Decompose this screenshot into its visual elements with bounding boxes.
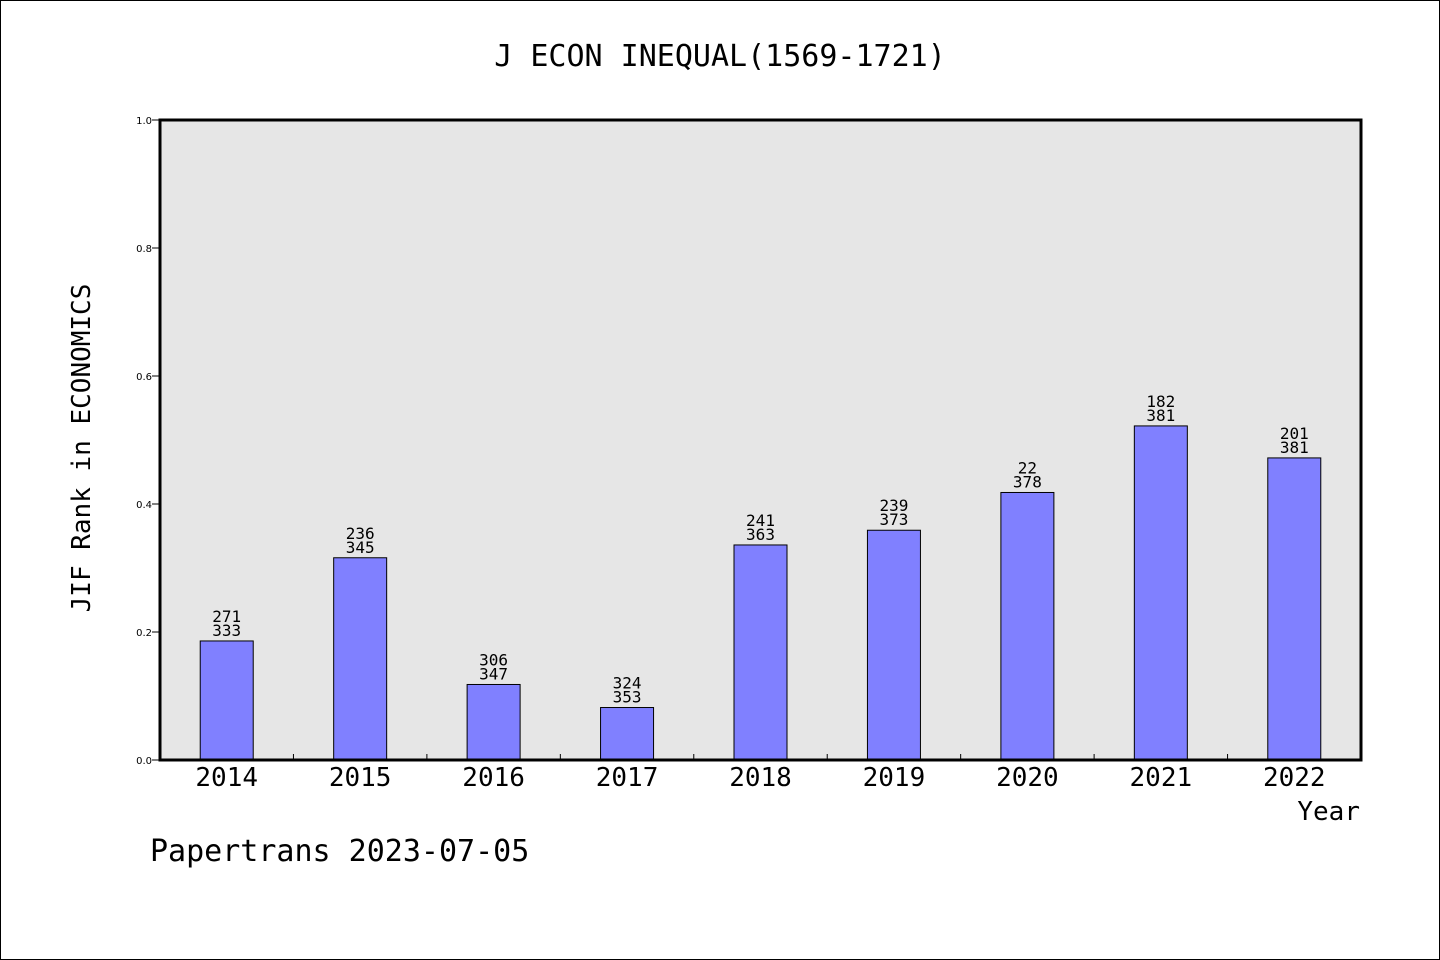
- y-ticks-group: 0.0 0.2 0.4 0.6 0.8 1.0: [136, 116, 160, 767]
- bar-2021: [1133, 425, 1188, 761]
- bar-label-total: 363: [746, 525, 775, 544]
- bar-2020: [1000, 491, 1055, 761]
- chart-title: J ECON INEQUAL(1569-1721): [494, 39, 946, 74]
- y-axis-label: JIF Rank in ECONOMICS: [67, 284, 97, 613]
- x-axis-label: Year: [1297, 797, 1360, 827]
- bar-label-rank: 271: [212, 607, 241, 626]
- x-tick-label: 2015: [329, 763, 392, 793]
- x-tick-label: 2021: [1130, 763, 1193, 793]
- bar-2016: [466, 683, 521, 761]
- x-tick-label: 2020: [996, 763, 1059, 793]
- bar-label-rank: 324: [613, 674, 642, 693]
- x-tick-label: 2014: [195, 763, 258, 793]
- x-tick-label: 2016: [462, 763, 525, 793]
- y-tick-label: 1.0: [136, 116, 152, 127]
- x-ticks-group: 2014 2015 2016 2017 2018 2019 2020 2021 2022: [195, 754, 1326, 793]
- bar-label-total: 373: [879, 510, 908, 529]
- bar-label-total: 333: [212, 621, 241, 640]
- bar-2015: [333, 557, 388, 761]
- bar-label-rank: 182: [1146, 392, 1175, 411]
- watermark-text: Papertrans 2023-07-05: [150, 834, 530, 869]
- bar-label-total: 353: [613, 688, 642, 707]
- bar-2018: [733, 544, 788, 761]
- y-tick-label: 0.6: [136, 372, 152, 383]
- x-tick-label: 2017: [596, 763, 659, 793]
- bar-label-rank: 306: [479, 650, 508, 669]
- bar-label-total: 378: [1013, 472, 1042, 491]
- bar-label-total: 381: [1280, 438, 1309, 457]
- y-tick-label: 0.8: [136, 244, 152, 255]
- y-tick-label: 0.4: [136, 500, 152, 511]
- x-tick-label: 2019: [863, 763, 926, 793]
- x-tick-label: 2022: [1263, 763, 1326, 793]
- bar-label-rank: 236: [346, 524, 375, 543]
- y-tick-label: 0.0: [136, 756, 152, 767]
- bar-label-total: 347: [479, 664, 508, 683]
- plot-border: [158, 118, 1363, 762]
- bars-group: [199, 425, 1322, 761]
- bar-label-total: 345: [346, 538, 375, 557]
- bar-label-rank: 241: [746, 511, 775, 530]
- bar-label-rank: 239: [879, 496, 908, 515]
- bar-2019: [866, 529, 921, 761]
- bar-2017: [600, 707, 655, 761]
- y-tick-label: 0.2: [136, 628, 152, 639]
- bar-label-rank: 22: [1018, 458, 1037, 477]
- x-tick-label: 2018: [729, 763, 792, 793]
- bar-2014: [199, 640, 254, 761]
- bar-2022: [1267, 457, 1322, 761]
- bar-label-total: 381: [1146, 406, 1175, 425]
- bar-label-rank: 201: [1280, 424, 1309, 443]
